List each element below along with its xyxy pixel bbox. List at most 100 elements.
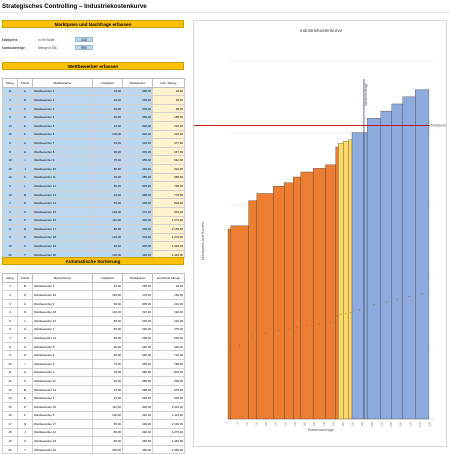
competitor-code-cell[interactable]: N [17, 198, 33, 208]
competitor-capacity-cell[interactable]: 40,00 [92, 189, 123, 200]
competitor-name-cell[interactable]: Wettbewerber 15 [32, 206, 93, 217]
x-tick-label: 70 [236, 421, 239, 424]
competitor-name-cell[interactable]: Wettbewerber 10 [32, 163, 93, 174]
competitor-name-cell[interactable]: Wettbewerber 16 [32, 215, 93, 226]
competitor-code-cell[interactable]: S [17, 241, 33, 251]
competitor-name-cell[interactable]: Wettbewerber 7 [32, 138, 93, 148]
sorted-rank-cell: 3 [2, 298, 18, 309]
competitor-name-cell[interactable]: Wettbewerber 11 [32, 172, 93, 183]
competitor-name-cell[interactable]: Wettbewerber 17 [32, 224, 93, 234]
competitor-unit-cost-cell[interactable]: 325,00 [122, 181, 153, 191]
market-demand-input[interactable]: 990 [75, 45, 93, 50]
competitor-unit-cost-cell[interactable]: 385,00 [122, 172, 153, 183]
competitor-code-cell[interactable]: H [17, 146, 33, 157]
competitor-unit-cost-cell[interactable]: 330,00 [122, 138, 153, 148]
competitor-name-cell[interactable]: Wettbewerber 14 [32, 198, 93, 208]
sorted-capacity-cell: 110,00 [92, 401, 123, 412]
competitor-code-cell[interactable]: C [17, 103, 33, 114]
sorted-row: 4 R Wettbewerber 18 120,00 315,00 330,00 [2, 307, 185, 317]
competitor-name-cell[interactable]: Wettbewerber 4 [32, 112, 93, 122]
competitor-name-cell[interactable]: Wettbewerber 6 [32, 129, 93, 140]
x-tick-label: 140 [246, 421, 249, 426]
competitor-unit-cost-cell[interactable]: 390,00 [122, 120, 153, 131]
competitor-name-cell[interactable]: Wettbewerber 19 [32, 241, 93, 251]
competitor-capacity-cell[interactable]: 80,00 [92, 181, 123, 191]
competitor-capacity-cell[interactable]: 100,00 [92, 129, 123, 140]
competitor-unit-cost-cell[interactable]: 350,00 [122, 112, 153, 122]
competitor-unit-cost-cell[interactable]: 338,00 [122, 198, 153, 208]
market-price-input[interactable]: 410 [75, 37, 93, 42]
bar-marker [396, 298, 398, 300]
competitor-name-cell[interactable]: Wettbewerber 3 [32, 103, 93, 114]
competitor-name-cell[interactable]: Wettbewerber 5 [32, 120, 93, 131]
competitor-capacity-cell[interactable]: 110,00 [92, 215, 123, 226]
competitor-row: 9 D Wettbewerber 4 90,00 350,00 188,00 [2, 112, 185, 122]
competitor-capacity-cell[interactable]: 24,00 [92, 120, 123, 131]
competitor-capacity-cell[interactable]: 120,00 [92, 232, 123, 243]
competitor-code-cell[interactable]: E [17, 120, 33, 131]
sorted-name-cell: Wettbewerber 15 [32, 290, 93, 300]
competitor-code-cell[interactable]: F [17, 129, 33, 140]
competitor-code-cell[interactable]: D [17, 112, 33, 122]
competitor-capacity-cell[interactable]: 18,00 [92, 86, 123, 97]
competitor-name-cell[interactable]: Wettbewerber 12 [32, 181, 93, 191]
competitor-capacity-cell[interactable]: 90,00 [92, 146, 123, 157]
sorted-unit-cost-cell: 390,00 [122, 393, 153, 403]
competitor-capacity-cell[interactable]: 20,00 [92, 95, 123, 105]
competitor-capacity-cell[interactable]: 55,00 [92, 198, 123, 208]
competitor-unit-cost-cell[interactable]: 270,00 [122, 206, 153, 217]
competitor-name-cell[interactable]: Wettbewerber 18 [32, 232, 93, 243]
sorted-capacity-cell: 80,00 [92, 315, 123, 326]
competitor-unit-cost-cell[interactable]: 440,00 [122, 163, 153, 174]
competitor-name-cell[interactable]: Wettbewerber 8 [32, 146, 93, 157]
competitor-unit-cost-cell[interactable]: 355,00 [122, 155, 153, 165]
competitor-capacity-cell[interactable]: 80,00 [92, 224, 123, 234]
competitor-code-cell[interactable]: O [17, 206, 33, 217]
competitor-unit-cost-cell[interactable]: 430,00 [122, 224, 153, 234]
competitor-unit-cost-cell[interactable]: 380,00 [122, 86, 153, 97]
sorted-capacity-cell: 90,00 [92, 341, 123, 352]
competitor-capacity-cell[interactable]: 130,00 [92, 206, 123, 217]
bar-marker [252, 335, 254, 337]
competitor-code-cell[interactable]: G [17, 138, 33, 148]
competitor-unit-cost-cell[interactable]: 388,00 [122, 189, 153, 200]
competitor-unit-cost-cell[interactable]: 345,00 [122, 146, 153, 157]
competitor-capacity-cell[interactable]: 60,00 [92, 103, 123, 114]
competitor-unit-cost-cell[interactable]: 305,00 [122, 103, 153, 114]
competitor-capacity-cell[interactable]: 80,00 [92, 163, 123, 174]
competitor-code-cell[interactable]: J [17, 163, 33, 174]
competitor-capacity-cell[interactable]: 90,00 [92, 241, 123, 251]
competitor-capacity-cell[interactable]: 36,00 [92, 172, 123, 183]
competitor-name-cell[interactable]: Wettbewerber 9 [32, 155, 93, 165]
competitor-code-cell[interactable]: B [17, 95, 33, 105]
sorted-cumulative-cell: 1.013,00 [152, 401, 185, 412]
competitor-code-cell[interactable]: K [17, 172, 33, 183]
competitor-unit-cost-cell[interactable]: 315,00 [122, 232, 153, 243]
cost-bar-O [230, 225, 249, 420]
competitor-code-cell[interactable]: L [17, 181, 33, 191]
competitor-code-cell[interactable]: M [17, 189, 33, 200]
competitor-unit-cost-cell[interactable]: 420,00 [122, 129, 153, 140]
competitor-name-cell[interactable]: Wettbewerber 13 [32, 189, 93, 200]
sorted-unit-cost-cell: 420,00 [122, 410, 153, 421]
competitor-capacity-cell[interactable]: 90,00 [92, 112, 123, 122]
sorted-table: Rang Kürzel Bezeichnung Kapazität Stückkoste… [2, 273, 185, 454]
competitor-name-cell[interactable]: Wettbewerber 2 [32, 95, 93, 105]
competitor-unit-cost-cell[interactable]: 400,00 [122, 215, 153, 226]
competitor-capacity-cell[interactable]: 75,00 [92, 155, 123, 165]
sorted-row: 13 M Wettbewerber 13 40,00 388,00 879,00 [2, 384, 185, 395]
competitor-row: 11 A Wettbewerber 1 18,00 380,00 18,00 [2, 86, 185, 97]
sorted-row: 8 H Wettbewerber 8 90,00 345,00 620,00 [2, 341, 185, 352]
competitor-unit-cost-cell[interactable]: 265,00 [122, 95, 153, 105]
cost-bar-D [312, 168, 326, 420]
x-tick-label: 490 [294, 421, 297, 426]
competitor-name-cell[interactable]: Wettbewerber 1 [32, 86, 93, 97]
competitor-code-cell[interactable]: Q [17, 224, 33, 234]
competitor-unit-cost-cell[interactable]: 450,00 [122, 241, 153, 251]
competitor-code-cell[interactable]: P [17, 215, 33, 226]
competitor-code-cell[interactable]: A [17, 86, 33, 97]
competitor-code-cell[interactable]: I [17, 155, 33, 165]
competitor-capacity-cell[interactable]: 65,00 [92, 138, 123, 148]
competitor-code-cell[interactable]: R [17, 232, 33, 243]
sorted-capacity-cell: 120,00 [92, 307, 123, 317]
